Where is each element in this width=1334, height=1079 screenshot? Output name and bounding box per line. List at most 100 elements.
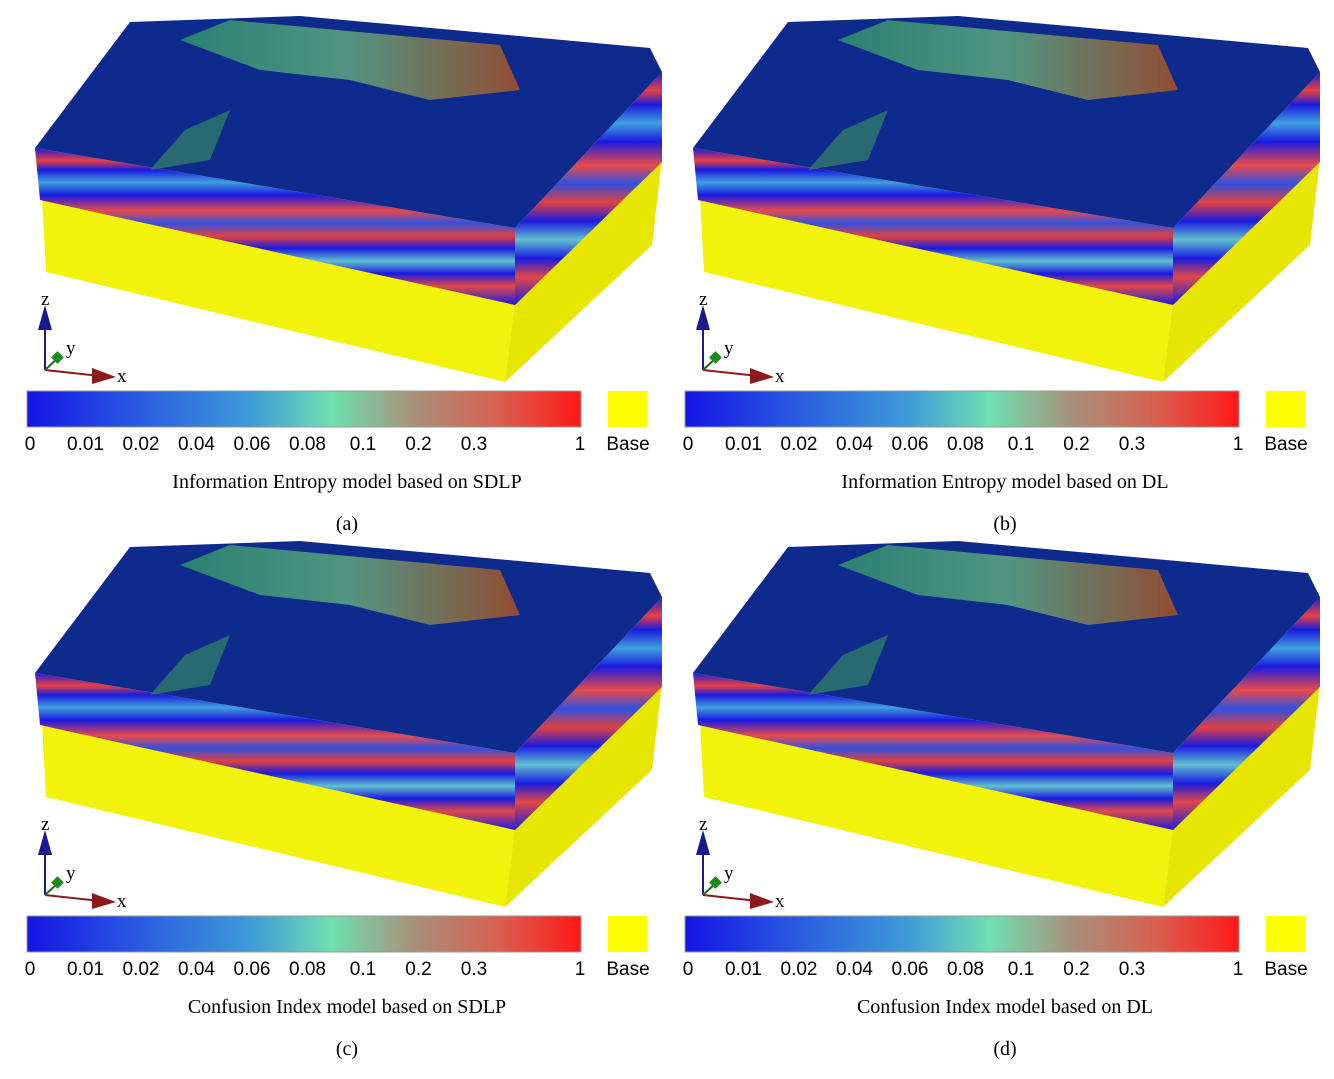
- colorbar-tick: 0.1: [1008, 959, 1034, 980]
- model-3d: [35, 541, 662, 907]
- axis-arrow: [92, 893, 116, 909]
- colorbar-tick: 0.01: [725, 959, 762, 980]
- front-face: [35, 148, 515, 305]
- panel: z y x 0 0.01 0.02 0.04 0.06 0.08 0.1 0.2 0.3 1 Base Co…: [683, 541, 1320, 1060]
- axis-label: z: [699, 814, 707, 835]
- axis-arrow: [702, 894, 759, 902]
- base-swatch: [1266, 916, 1305, 952]
- axis-label: y: [66, 863, 76, 884]
- top-patch: [180, 545, 520, 625]
- axis-arrow: [750, 368, 774, 384]
- panel: z y x 0 0.01 0.02 0.04 0.06 0.08 0.1 0.2 0.3 1 Base Co…: [25, 541, 662, 1060]
- axis-label: x: [117, 366, 127, 387]
- axis-arrow: [696, 305, 710, 330]
- axis-label: y: [724, 863, 734, 884]
- base-swatch: [608, 391, 647, 427]
- caption: Information Entropy model based on SDLP: [172, 471, 521, 493]
- colorbar-tick: 0.06: [892, 959, 929, 980]
- colorbar-tick: 0: [683, 434, 694, 455]
- colorbar-tick: 0.04: [836, 959, 873, 980]
- colorbar-tick: 0.3: [461, 434, 487, 455]
- colorbar: [684, 390, 1240, 428]
- panel-label: (d): [993, 1038, 1016, 1060]
- base-label: Base: [1264, 434, 1307, 455]
- axis-arrow: [44, 369, 101, 377]
- top-patch: [838, 545, 1178, 625]
- top-patch: [808, 110, 888, 170]
- colorbar-tick: 1: [575, 959, 586, 980]
- colorbar-tick: 1: [1233, 434, 1244, 455]
- top-patch: [180, 20, 520, 100]
- colorbar-tick: 0: [25, 434, 36, 455]
- side-face: [515, 597, 662, 830]
- side-face: [1173, 597, 1320, 830]
- colorbar-tick: 0.3: [1119, 434, 1145, 455]
- colorbar-tick: 0.01: [67, 434, 104, 455]
- axis-marker: [51, 351, 64, 364]
- colorbar-tick: 0.02: [781, 434, 818, 455]
- axis-label: y: [724, 338, 734, 359]
- panel: z y x 0 0.01 0.02 0.04 0.06 0.08 0.1 0.2 0.3 1 Base In…: [683, 16, 1320, 535]
- panel-label: (a): [336, 513, 358, 535]
- colorbar-tick: 0.1: [350, 959, 376, 980]
- colorbar-tick: 0.3: [461, 959, 487, 980]
- colorbar-tick: 0.04: [178, 959, 215, 980]
- model-3d: [693, 541, 1320, 907]
- base-side: [505, 683, 662, 907]
- top-patch: [150, 110, 230, 170]
- model-3d: [693, 16, 1320, 382]
- base-label: Base: [1264, 959, 1307, 980]
- colorbar-tick: 0.04: [178, 434, 215, 455]
- colorbar-tick: 0.01: [67, 959, 104, 980]
- axis-arrow: [44, 894, 101, 902]
- colorbar-tick: 0.08: [289, 434, 326, 455]
- base-front: [700, 198, 1173, 382]
- panel-label: (b): [993, 513, 1016, 535]
- base-side: [505, 158, 662, 382]
- axis-label: z: [41, 814, 49, 835]
- axis-arrow: [38, 830, 52, 855]
- colorbar-tick: 0.02: [781, 959, 818, 980]
- colorbar: [26, 390, 582, 428]
- caption: Confusion Index model based on DL: [857, 996, 1153, 1018]
- base-swatch: [1266, 391, 1305, 427]
- axis-arrow: [38, 305, 52, 330]
- colorbar-tick: 1: [575, 434, 586, 455]
- caption: Confusion Index model based on SDLP: [188, 996, 506, 1018]
- colorbar-tick: 0: [25, 959, 36, 980]
- base-front: [42, 723, 515, 907]
- colorbar-tick: 0.06: [234, 434, 271, 455]
- top-patch: [150, 635, 230, 695]
- axis-label: x: [775, 366, 785, 387]
- base-front: [42, 198, 515, 382]
- base-side: [1163, 158, 1320, 382]
- colorbar-tick: 0.1: [1008, 434, 1034, 455]
- colorbar-tick: 0.02: [123, 434, 160, 455]
- panel-label: (c): [336, 1038, 358, 1060]
- side-face: [1173, 72, 1320, 305]
- axis-arrow: [702, 369, 759, 377]
- colorbar-tick: 0.08: [947, 434, 984, 455]
- front-face: [693, 148, 1173, 305]
- panel: z y x 0 0.01 0.02 0.04 0.06 0.08 0.1 0.2 0.3 1 Base In…: [25, 16, 662, 535]
- colorbar-tick: 0.01: [725, 434, 762, 455]
- colorbar-tick: 0.04: [836, 434, 873, 455]
- base-side: [1163, 683, 1320, 907]
- base-label: Base: [606, 434, 649, 455]
- colorbar-tick: 0.2: [1063, 959, 1089, 980]
- top-patch: [838, 20, 1178, 100]
- colorbar: [26, 915, 582, 953]
- top-patch: [808, 635, 888, 695]
- colorbar-tick: 1: [1233, 959, 1244, 980]
- axis-label: y: [66, 338, 76, 359]
- caption: Information Entropy model based on DL: [841, 471, 1168, 493]
- axis-arrow: [750, 893, 774, 909]
- colorbar-tick: 0.06: [234, 959, 271, 980]
- model-3d: [35, 16, 662, 382]
- colorbar-tick: 0: [683, 959, 694, 980]
- colorbar-tick: 0.2: [1063, 434, 1089, 455]
- base-swatch: [608, 916, 647, 952]
- front-face: [35, 673, 515, 830]
- colorbar-tick: 0.3: [1119, 959, 1145, 980]
- front-face: [693, 673, 1173, 830]
